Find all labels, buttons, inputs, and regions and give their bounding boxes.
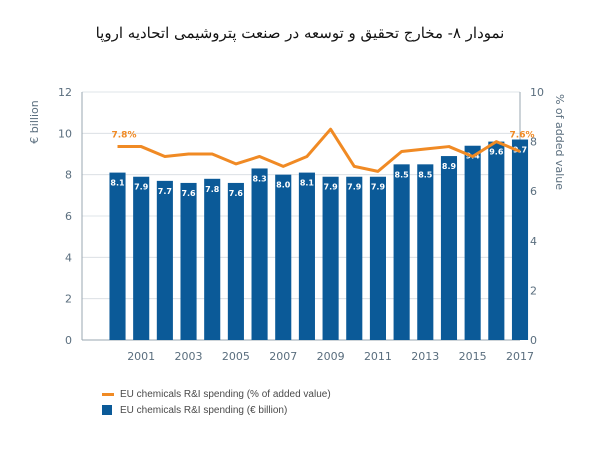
left-tick-label: 0 [65, 334, 72, 347]
right-tick-label: 10 [530, 86, 544, 99]
bar-value-label: 8.5 [418, 170, 433, 179]
bar-value-label: 7.9 [324, 183, 339, 192]
left-axis-title: € billion [28, 100, 41, 143]
bar [464, 145, 481, 340]
x-tick-label: 2003 [175, 350, 203, 363]
legend-item-line: EU chemicals R&I spending (% of added va… [102, 386, 331, 402]
bar-swatch [102, 405, 112, 415]
legend: EU chemicals R&I spending (% of added va… [102, 386, 331, 418]
bar-value-label: 7.9 [371, 183, 386, 192]
x-tick-label: 2005 [222, 350, 250, 363]
bar-value-label: 7.9 [347, 183, 362, 192]
bar [204, 178, 221, 340]
bar-value-label: 8.5 [395, 170, 410, 179]
chart-title: نمودار ۸- مخارج تحقیق و توسعه در صنعت پت… [95, 24, 505, 42]
line-end-label: 7.6% [510, 131, 535, 141]
bar [393, 164, 410, 340]
bar [369, 176, 386, 340]
bar [511, 139, 529, 340]
bar [156, 180, 173, 340]
right-tick-label: 0 [530, 334, 537, 347]
bar-value-label: 8.1 [110, 179, 125, 188]
left-tick-label: 4 [65, 251, 72, 264]
line-start-label: 7.8% [112, 131, 137, 141]
right-tick-label: 4 [530, 235, 537, 248]
legend-item-bar: EU chemicals R&I spending (€ billion) [102, 402, 331, 418]
left-tick-label: 6 [65, 210, 72, 223]
left-tick-label: 8 [65, 169, 72, 182]
bar [322, 176, 339, 340]
bar-value-label: 7.6 [229, 189, 244, 198]
bar-value-label: 8.1 [300, 179, 315, 188]
bar [417, 164, 434, 340]
bar-value-label: 8.9 [442, 162, 457, 171]
right-axis-title: % of added value [553, 94, 566, 190]
bar [251, 168, 268, 340]
x-tick-label: 2009 [317, 350, 345, 363]
bar [346, 176, 363, 340]
bar-value-label: 7.9 [134, 183, 149, 192]
bar [133, 176, 150, 340]
x-tick-label: 2013 [411, 350, 439, 363]
bar-value-label: 7.7 [158, 187, 172, 196]
bar [275, 174, 292, 340]
bar [227, 182, 244, 340]
line-series [117, 127, 521, 173]
legend-bar-label: EU chemicals R&I spending (€ billion) [120, 404, 288, 416]
line-swatch [102, 392, 114, 396]
left-tick-label: 2 [65, 293, 72, 306]
bar [440, 156, 458, 340]
left-tick-label: 10 [58, 127, 72, 140]
x-tick-label: 2017 [506, 350, 534, 363]
bar-value-label: 7.8 [205, 185, 220, 194]
bar [180, 182, 197, 340]
bar [109, 172, 126, 340]
x-tick-label: 2007 [269, 350, 297, 363]
bar-value-label: 8.3 [252, 174, 266, 183]
bar-value-label: 9.6 [489, 148, 504, 157]
left-tick-label: 12 [58, 86, 72, 99]
right-tick-label: 6 [530, 185, 537, 198]
x-tick-label: 2001 [127, 350, 155, 363]
bar-value-label: 7.6 [181, 189, 196, 198]
right-tick-label: 2 [530, 284, 537, 297]
bar-value-label: 8.0 [276, 181, 291, 190]
legend-line-label: EU chemicals R&I spending (% of added va… [120, 388, 331, 400]
x-tick-label: 2015 [459, 350, 487, 363]
bar [298, 172, 315, 340]
x-tick-label: 2011 [364, 350, 392, 363]
bar [488, 141, 505, 340]
right-tick-label: 8 [530, 136, 537, 149]
